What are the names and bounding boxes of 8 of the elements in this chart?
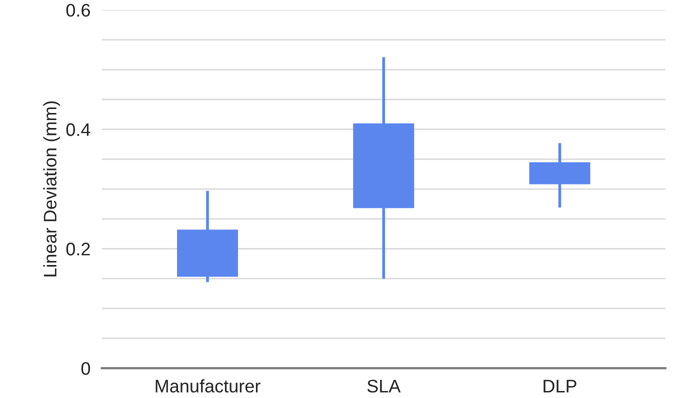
y-tick-label: 0 xyxy=(81,362,90,375)
y-tick-label: 0.2 xyxy=(66,242,90,256)
x-tick-label: DLP xyxy=(544,380,576,392)
y-tick-label: 0.6 xyxy=(66,4,90,17)
x-tick-label: SLA xyxy=(367,380,401,393)
x-tick-label: Manufacturer xyxy=(156,379,260,393)
y-tick-label: 0.4 xyxy=(66,123,90,136)
y-axis-title: Linear Deviation (mm) xyxy=(43,101,60,276)
